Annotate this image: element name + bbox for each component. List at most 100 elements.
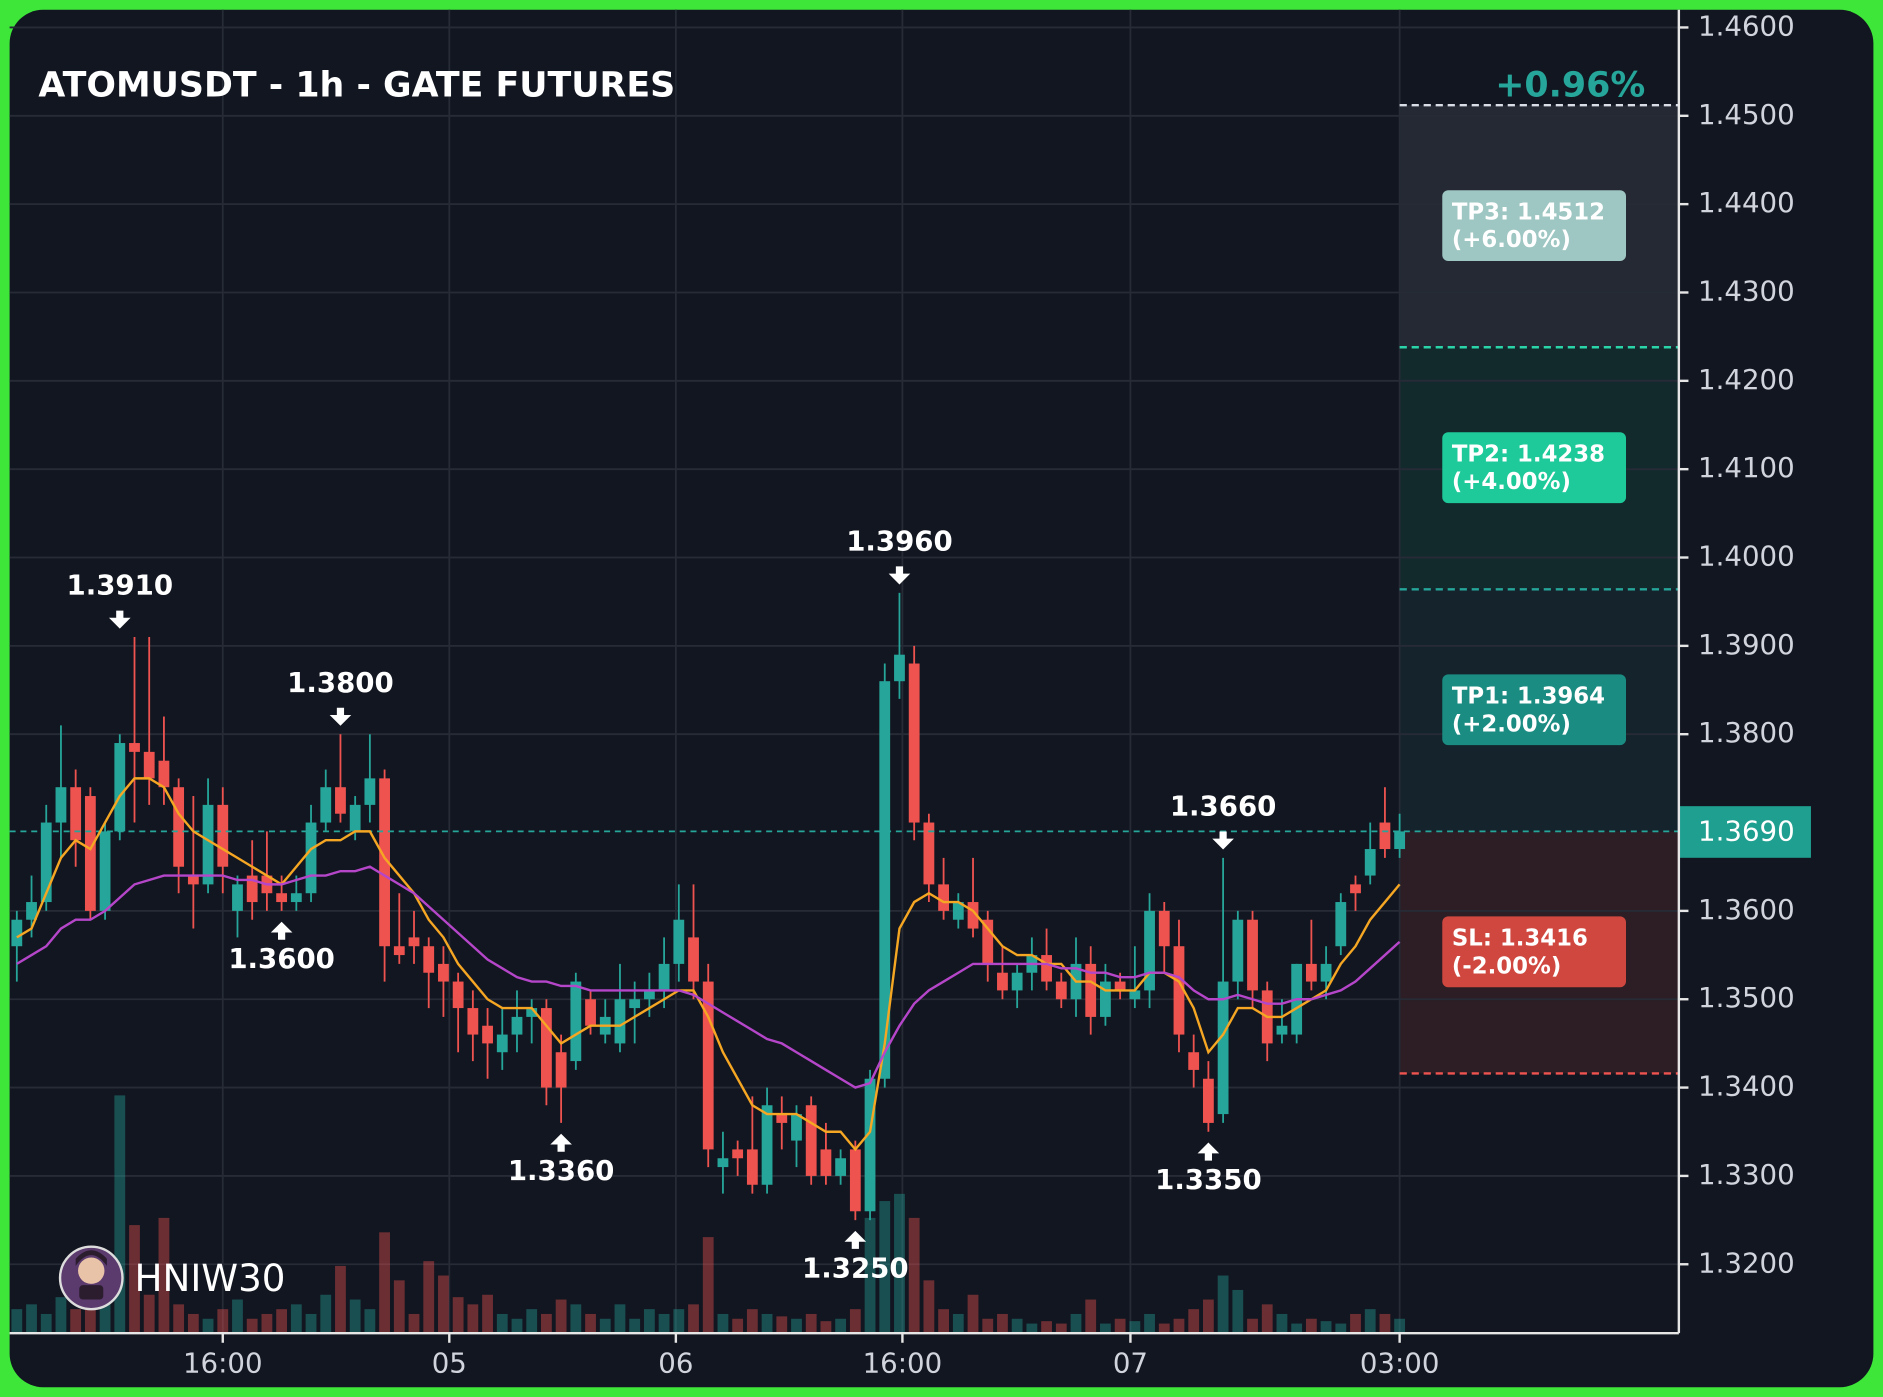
volume-bar [276, 1309, 288, 1334]
volume-bar [614, 1304, 626, 1334]
candle-body [1144, 910, 1155, 991]
volume-bar [452, 1297, 464, 1334]
level-label: TP2: 1.4238 [1452, 442, 1605, 468]
level-label: TP3: 1.4512 [1452, 200, 1605, 226]
candle-body [202, 804, 214, 885]
x-tick-label: 07 [1113, 1346, 1148, 1379]
volume-bar [467, 1304, 479, 1334]
volume-bar [1011, 1318, 1023, 1334]
moving-average [16, 777, 1401, 1152]
volume-bar [938, 1309, 950, 1334]
candle-body [717, 1158, 729, 1168]
y-tick-label: 1.4400 [1698, 186, 1795, 219]
candle-body [820, 1149, 832, 1176]
change-label: +0.96% [1495, 66, 1645, 106]
candle-body [290, 893, 302, 903]
level-box [1442, 674, 1627, 746]
volume-bar [143, 1294, 155, 1334]
annotation-label: 1.3910 [67, 569, 174, 602]
candle-body [879, 681, 891, 1079]
candle-body [746, 1149, 758, 1185]
candle-body [894, 654, 905, 682]
candle-body [246, 875, 258, 903]
candle-body [805, 1105, 817, 1176]
candle-body [320, 787, 332, 823]
volume-bar [1320, 1321, 1332, 1334]
candle-body [26, 902, 37, 920]
volume-bar [1394, 1318, 1406, 1334]
annotation-label: 1.3800 [287, 666, 394, 699]
annotation-arrow [108, 610, 131, 629]
chart-title: ATOMUSDT - 1h - GATE FUTURES [38, 66, 675, 106]
candle-body [776, 1114, 788, 1123]
volume-bar [1158, 1323, 1170, 1334]
candle-body [541, 1008, 552, 1088]
volume-bar [496, 1313, 508, 1334]
volume-bar [1305, 1318, 1317, 1334]
candle-body [1350, 884, 1361, 894]
candle-body [614, 999, 626, 1044]
y-tick-label: 1.3200 [1698, 1246, 1795, 1279]
volume-bar [761, 1313, 773, 1334]
candle-body [997, 972, 1008, 991]
volume-bar [526, 1309, 538, 1334]
candle-body [1379, 822, 1391, 850]
volume-bar [717, 1313, 729, 1334]
candle-body [1041, 955, 1052, 982]
volume-bar [849, 1309, 861, 1334]
candle-body [438, 963, 449, 982]
candle-body [791, 1114, 802, 1141]
y-tick-label: 1.4500 [1698, 98, 1795, 131]
moving-average [16, 865, 1401, 1089]
volume-bar [820, 1321, 832, 1334]
x-tick-label: 03:00 [1360, 1346, 1440, 1379]
candle-body [452, 981, 464, 1009]
annotation-arrow [888, 566, 911, 585]
volume-bar [1291, 1323, 1303, 1334]
candle-body [761, 1105, 773, 1185]
candle-body [1335, 902, 1347, 947]
volume-bar [1188, 1309, 1200, 1334]
candle-body [585, 999, 596, 1026]
y-tick-label: 1.3800 [1698, 716, 1795, 749]
candle-body [496, 1034, 508, 1053]
candle-body [1305, 963, 1317, 982]
annotation-label: 1.3350 [1155, 1163, 1262, 1196]
volume-bar [997, 1313, 1008, 1334]
candle-body [952, 902, 964, 920]
price-tag-label: 1.3690 [1698, 815, 1795, 848]
volume-bar [1261, 1304, 1273, 1334]
candle-body [629, 999, 641, 1009]
volume-bar [1217, 1275, 1229, 1334]
x-tick-label: 16:00 [863, 1346, 943, 1379]
y-tick-label: 1.4200 [1698, 363, 1795, 396]
candle-body [393, 946, 405, 956]
volume-bar [1085, 1299, 1097, 1334]
volume-bar [967, 1294, 979, 1334]
candle-body [379, 778, 390, 947]
candle-body [982, 919, 994, 964]
volume-bar [1100, 1323, 1111, 1334]
volume-bar [585, 1313, 596, 1334]
candle-body [364, 778, 376, 805]
level-detail: (-2.00%) [1452, 953, 1561, 979]
volume-bar [1364, 1309, 1376, 1334]
y-tick-label: 1.3500 [1698, 981, 1795, 1014]
volume-bar [702, 1237, 714, 1334]
candle-body [1158, 910, 1170, 947]
candle-body [688, 937, 699, 982]
level-box [1442, 190, 1627, 262]
volume-bar [84, 1289, 96, 1334]
volume-bar [658, 1313, 670, 1334]
volume-bar [688, 1304, 699, 1334]
level-detail: (+4.00%) [1452, 469, 1571, 495]
candle-body [673, 919, 685, 964]
candle-body [217, 804, 229, 867]
candle-body [276, 893, 288, 903]
volume-bar [290, 1304, 302, 1334]
candle-body [1011, 972, 1023, 991]
level-detail: (+6.00%) [1452, 227, 1571, 253]
candle-body [908, 663, 920, 823]
candle-body [732, 1149, 744, 1159]
volume-bar [99, 1299, 111, 1334]
